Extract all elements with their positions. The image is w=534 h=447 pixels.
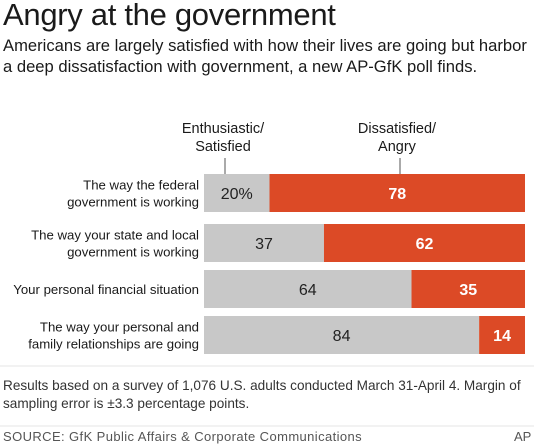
bar-angry	[479, 316, 525, 354]
data-label-angry: 62	[416, 236, 434, 253]
category-label: The way the federal	[83, 178, 199, 193]
bar-satisfied	[204, 270, 412, 308]
bar-satisfied	[204, 174, 270, 212]
credit-line: AP	[514, 429, 532, 444]
column-header-angry-line-1: Dissatisfied/	[357, 121, 437, 137]
data-label-angry: 78	[388, 186, 406, 203]
category-label: government is working	[67, 195, 199, 210]
column-header-satisfied-line-2: Satisfied	[195, 139, 251, 155]
data-label-angry: 35	[459, 282, 477, 299]
category-label: Your personal financial situation	[13, 282, 199, 297]
category-label: family relationships are going	[28, 337, 199, 352]
footnote: Results based on a survey of 1,076 U.S. …	[3, 378, 521, 411]
category-label: government is working	[67, 245, 199, 260]
bar-angry	[269, 174, 525, 212]
data-label-satisfied: 37	[255, 236, 273, 253]
column-header-satisfied-line-1: Enthusiastic/	[181, 121, 265, 137]
column-header-angry-line-2: Angry	[378, 139, 416, 155]
bar-satisfied	[204, 224, 324, 262]
column-header-satisfied: Enthusiastic/ Satisfied	[163, 120, 283, 156]
data-label-angry: 14	[493, 328, 511, 345]
category-label: The way your personal and	[40, 320, 199, 335]
bar-angry	[411, 270, 525, 308]
column-header-angry: Dissatisfied/ Angry	[332, 120, 462, 156]
bar-satisfied	[204, 316, 480, 354]
data-label-satisfied: 20%	[221, 186, 253, 203]
chart-subtitle: Americans are largely satisfied with how…	[3, 36, 527, 76]
chart-title: Angry at the government	[3, 0, 336, 32]
data-label-satisfied: 64	[299, 282, 317, 299]
bar-angry	[323, 224, 525, 262]
data-label-satisfied: 84	[333, 328, 351, 345]
category-label: The way your state and local	[31, 228, 199, 243]
source-line: SOURCE: GfK Public Affairs & Corporate C…	[3, 429, 363, 444]
